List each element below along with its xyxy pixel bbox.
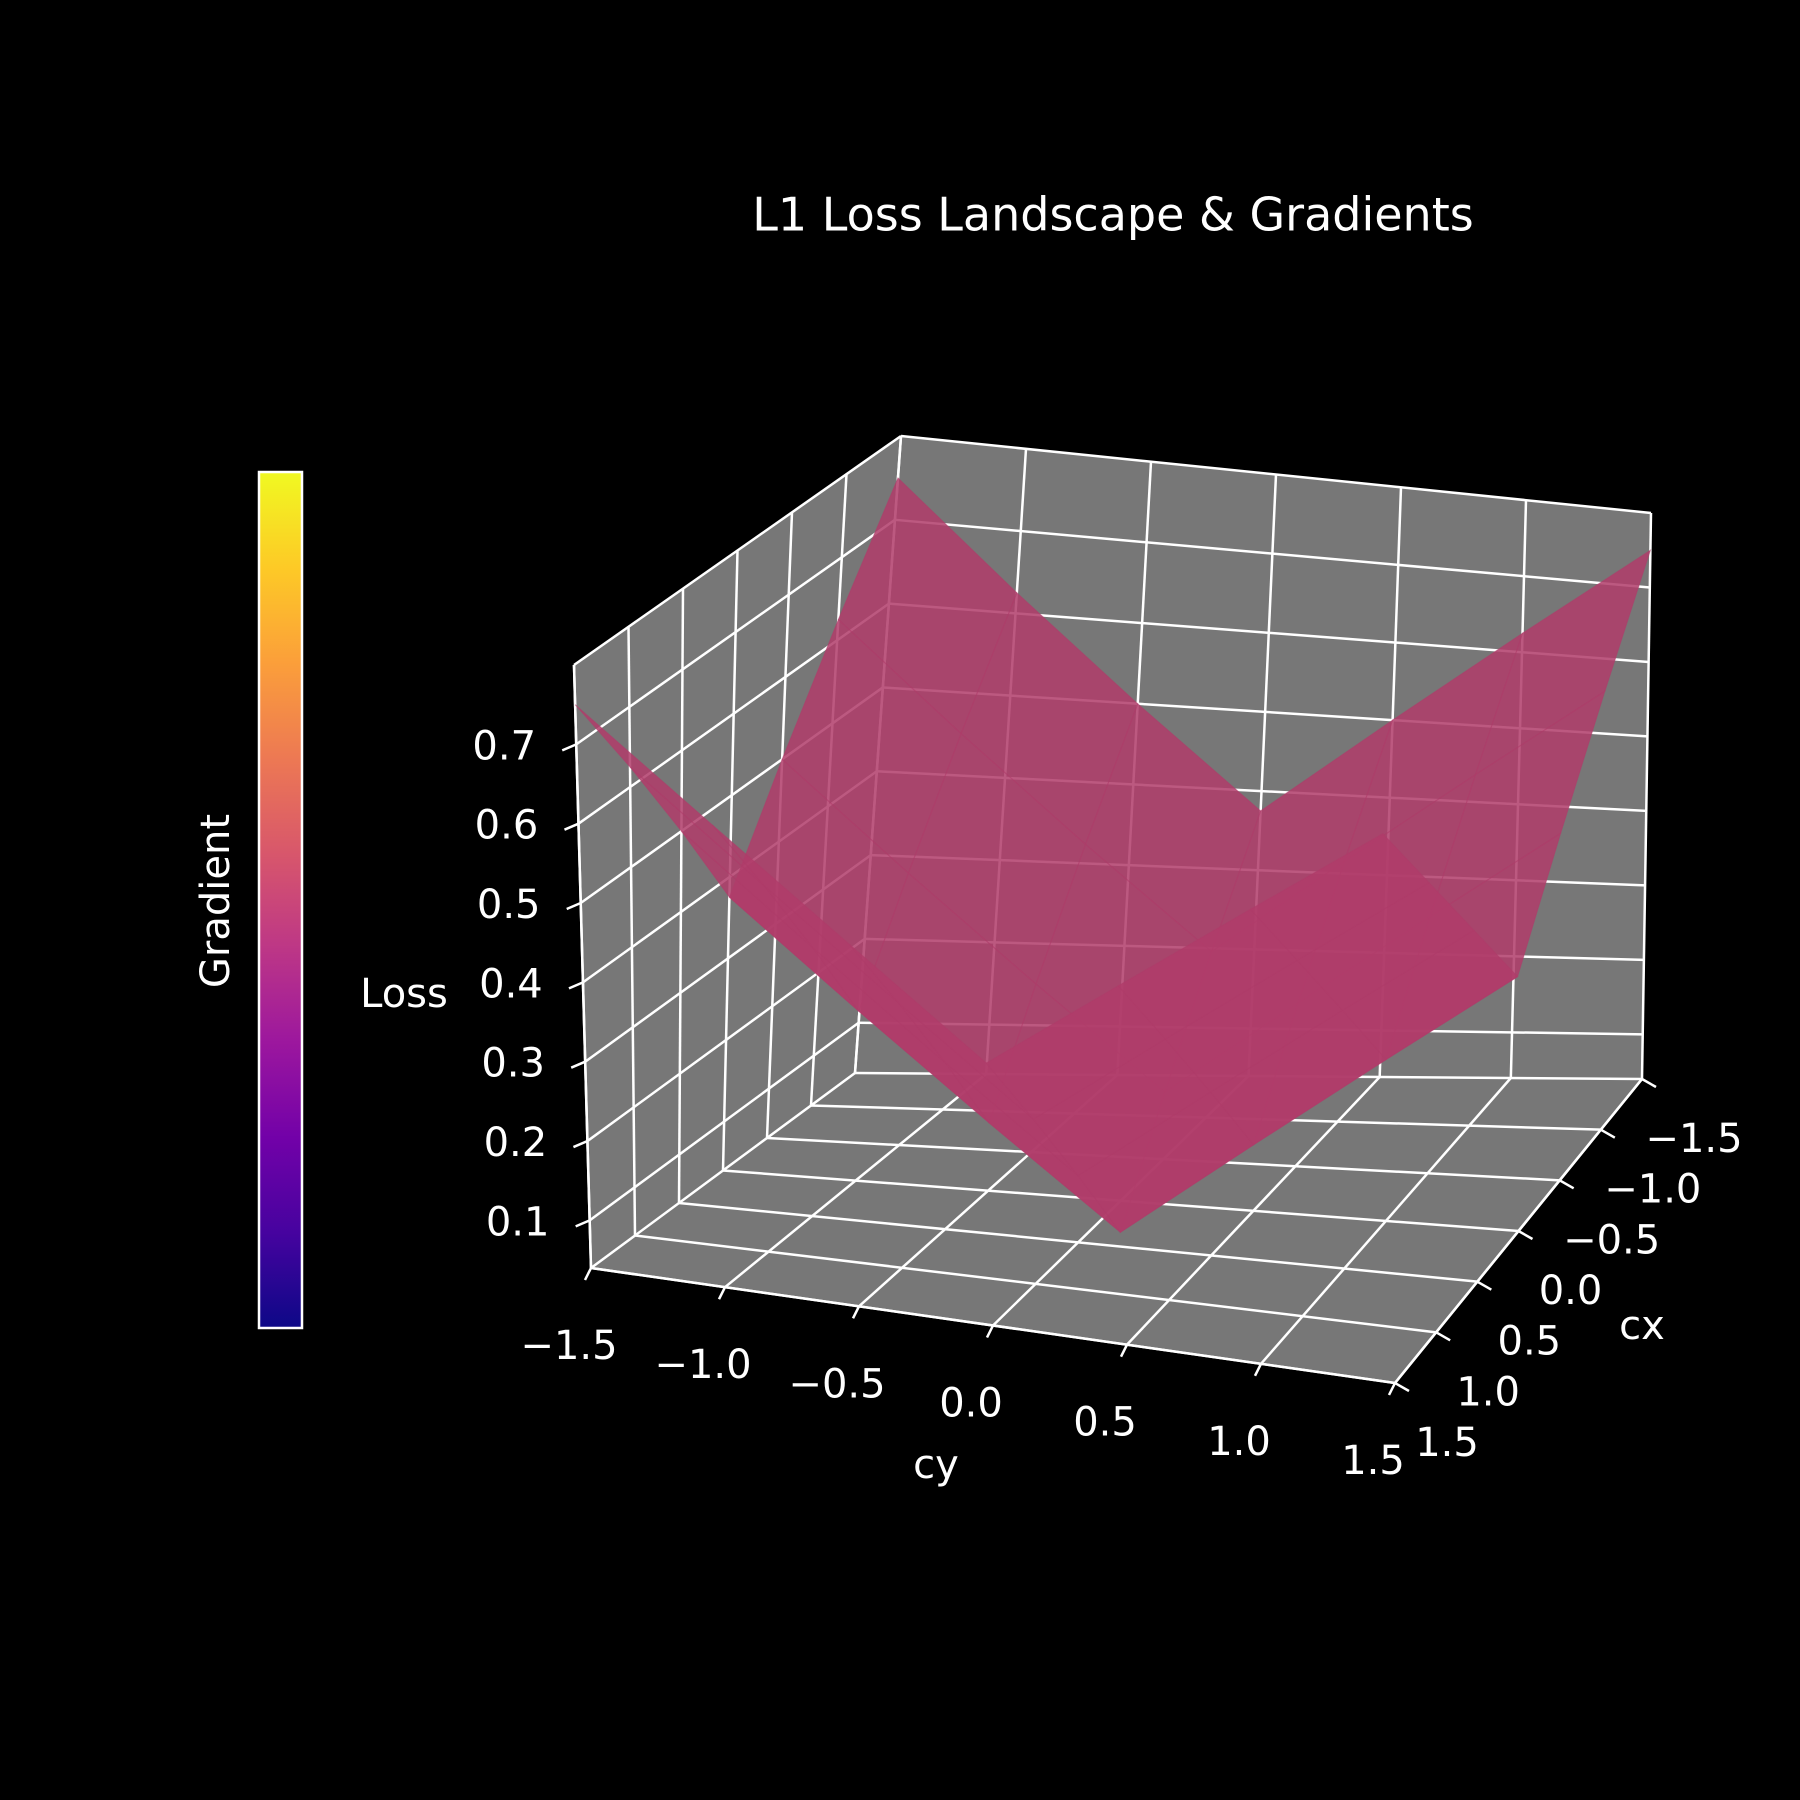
y-tick-label: 1.0 xyxy=(1207,1419,1271,1465)
surface-facet xyxy=(1249,833,1430,961)
tick-mark xyxy=(566,901,582,911)
z-tick-label: 0.3 xyxy=(481,1041,545,1087)
tick-mark xyxy=(985,1324,995,1339)
colorbar xyxy=(257,470,304,1330)
z-tick-label: 0.1 xyxy=(486,1199,550,1245)
y-tick-label: −0.5 xyxy=(788,1361,885,1407)
z-tick-label: 0.2 xyxy=(484,1120,548,1166)
axis-edge xyxy=(1394,1078,1643,1384)
grid-line xyxy=(724,1073,987,1289)
axis-edge xyxy=(573,434,902,667)
tick-mark xyxy=(1253,1363,1263,1377)
axis-edge xyxy=(900,434,1652,515)
y-tick-label: 0.0 xyxy=(939,1381,1003,1427)
x-tick-label: −1.0 xyxy=(1604,1167,1701,1213)
x-tick-label: 1.0 xyxy=(1456,1369,1520,1415)
grid-line xyxy=(1126,1076,1381,1346)
y-tick-label: 1.5 xyxy=(1341,1438,1405,1484)
y-tick-label: −1.0 xyxy=(654,1342,751,1388)
tick-mark xyxy=(1394,1381,1410,1393)
grid-line xyxy=(575,518,896,746)
tick-mark xyxy=(1476,1280,1492,1291)
tick-mark xyxy=(572,1139,588,1149)
z-axis-label: Loss xyxy=(360,971,448,1017)
grid-line xyxy=(894,518,1650,589)
x-axis-label: cx xyxy=(1619,1303,1665,1349)
z-tick-label: 0.4 xyxy=(479,961,543,1007)
tick-mark xyxy=(575,1219,591,1228)
y-axis-label: cy xyxy=(913,1442,959,1488)
z-tick-label: 0.6 xyxy=(475,803,539,849)
y-tick-label: 0.5 xyxy=(1073,1400,1137,1446)
tick-mark xyxy=(1517,1229,1534,1241)
grid-line xyxy=(1260,1077,1512,1365)
grid-line xyxy=(1640,512,1653,1080)
colorbar-label: Gradient xyxy=(193,814,239,988)
axis-edge xyxy=(590,1266,1396,1385)
x-tick-label: 1.5 xyxy=(1415,1420,1479,1466)
tick-mark xyxy=(1119,1344,1129,1358)
tick-mark xyxy=(1600,1128,1616,1139)
x-tick-label: −1.5 xyxy=(1645,1116,1742,1162)
chart-title: L1 Loss Landscape & Gradients xyxy=(752,188,1473,242)
axis-edge xyxy=(572,664,593,1269)
tick-mark xyxy=(717,1286,727,1300)
tick-mark xyxy=(851,1305,861,1319)
x-tick-label: 0.5 xyxy=(1498,1319,1562,1365)
grid-line xyxy=(627,626,637,1236)
tick-mark xyxy=(561,743,577,752)
grid-line xyxy=(590,1071,856,1270)
grid-line xyxy=(677,588,685,1204)
grid-line xyxy=(588,1021,860,1222)
tick-mark xyxy=(570,1060,586,1069)
tick-mark xyxy=(1559,1179,1575,1190)
z-tick-label: 0.7 xyxy=(472,723,536,769)
x-tick-label: 0.0 xyxy=(1539,1268,1603,1314)
x-tick-label: −0.5 xyxy=(1563,1217,1660,1263)
tick-mark xyxy=(568,981,584,990)
z-tick-label: 0.5 xyxy=(477,882,541,928)
tick-mark xyxy=(563,822,579,831)
y-tick-label: −1.5 xyxy=(520,1323,617,1369)
tick-mark xyxy=(583,1267,593,1281)
tick-mark xyxy=(1387,1382,1397,1396)
tick-mark xyxy=(1435,1331,1451,1342)
tick-mark xyxy=(1641,1077,1657,1089)
